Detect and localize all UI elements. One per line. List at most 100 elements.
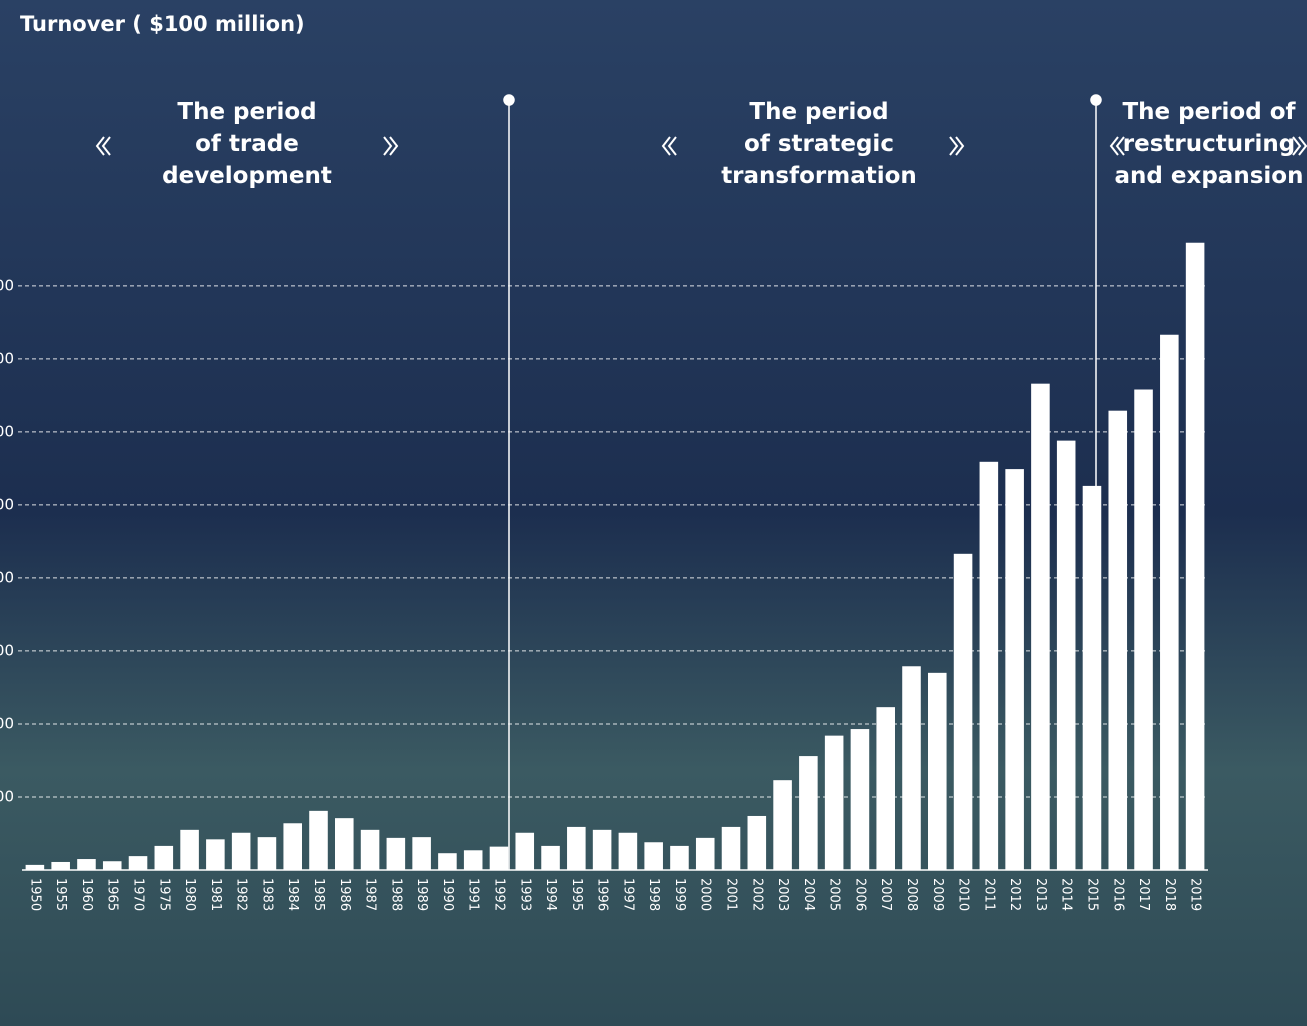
bar xyxy=(1005,469,1024,870)
x-tick-label: 2009 xyxy=(930,878,945,911)
x-tick-label: 2017 xyxy=(1136,878,1151,911)
bar xyxy=(850,729,870,870)
x-tick-label: 1997 xyxy=(620,878,635,911)
period-label: The period of strategic transformation xyxy=(721,99,917,189)
divider-dot xyxy=(1090,94,1102,106)
bar xyxy=(541,845,560,870)
x-tick-label: 2005 xyxy=(827,878,842,911)
period-label-line: The period of xyxy=(1122,99,1296,125)
bar xyxy=(1134,389,1153,870)
y-tick-label: 400 xyxy=(0,568,14,586)
bar xyxy=(670,845,689,870)
x-tick-label: 1985 xyxy=(311,878,326,911)
bar xyxy=(283,823,302,870)
bar xyxy=(876,707,895,870)
bar xyxy=(1108,410,1128,870)
period-label-line: of trade xyxy=(195,131,299,157)
x-tick-label: 1950 xyxy=(27,878,42,911)
period-label-line: of strategic xyxy=(744,131,894,157)
y-tick-label: 200 xyxy=(0,714,14,732)
period-label-line: The period xyxy=(749,99,888,125)
bar xyxy=(618,832,638,870)
chart-title: Turnover ( $100 million) xyxy=(20,12,305,36)
bar xyxy=(567,826,586,870)
bar xyxy=(257,837,277,870)
x-tick-label: 1991 xyxy=(466,878,481,911)
x-tick-label: 1982 xyxy=(234,878,249,911)
x-tick-label: 2014 xyxy=(1059,878,1074,911)
x-tick-label: 2018 xyxy=(1162,878,1177,911)
bar xyxy=(360,829,380,870)
bar xyxy=(592,829,612,870)
x-tick-label: 1965 xyxy=(105,878,120,911)
x-tick-label: 1990 xyxy=(440,878,455,911)
x-tick-label: 2002 xyxy=(749,878,764,911)
x-tick-label: 1992 xyxy=(491,878,506,911)
period-label-line: development xyxy=(162,163,332,189)
x-tick-label: 1989 xyxy=(414,878,429,911)
x-tick-label: 2019 xyxy=(1188,878,1203,911)
x-tick-label: 1999 xyxy=(672,878,687,911)
x-tick-label: 2000 xyxy=(698,878,713,911)
bar xyxy=(721,826,741,870)
x-tick-label: 1994 xyxy=(543,878,558,911)
bar xyxy=(412,837,431,870)
x-tick-label: 2012 xyxy=(1007,878,1022,911)
x-tick-label: 2008 xyxy=(904,878,919,911)
y-tick-label: 100 xyxy=(0,787,14,805)
x-tick-label: 2001 xyxy=(724,878,739,911)
bar xyxy=(515,832,535,870)
bar xyxy=(180,829,199,870)
chevron-right xyxy=(1292,136,1307,156)
x-tick-label: 1986 xyxy=(337,878,352,911)
x-tick-label: 2015 xyxy=(1084,878,1099,911)
x-tick-label: 2010 xyxy=(956,878,971,911)
period-label: The period of trade development xyxy=(162,99,332,189)
bar xyxy=(335,818,354,870)
x-tick-label: 1975 xyxy=(156,878,171,911)
bar xyxy=(773,780,792,870)
x-tick-label: 1987 xyxy=(363,878,378,911)
period-label: The period of restructuring and expansion xyxy=(1115,99,1304,189)
bar xyxy=(902,666,921,870)
x-tick-label: 1960 xyxy=(79,878,94,911)
y-tick-label: 500 xyxy=(0,495,14,513)
chevron-left xyxy=(661,136,677,156)
x-tick-label: 1970 xyxy=(131,878,146,911)
bar xyxy=(128,856,148,870)
x-tick-label: 2003 xyxy=(775,878,790,911)
x-tick-label: 2004 xyxy=(801,878,816,911)
bar xyxy=(386,837,406,870)
chevron-left xyxy=(95,136,111,156)
divider-dot xyxy=(503,94,515,106)
x-tick-label: 1993 xyxy=(517,878,532,911)
chevron-left xyxy=(1109,136,1125,156)
bar xyxy=(928,672,947,870)
period-label-line: restructuring xyxy=(1123,131,1295,157)
x-tick-label: 1995 xyxy=(569,878,584,911)
bar xyxy=(644,842,663,870)
x-tick-label: 2006 xyxy=(852,878,867,911)
chevron-right xyxy=(383,136,399,156)
bar xyxy=(747,815,767,870)
bar xyxy=(1185,242,1205,871)
x-tick-label: 1980 xyxy=(182,878,197,911)
y-tick-label: 300 xyxy=(0,641,14,659)
x-tick-label: 1955 xyxy=(53,878,68,911)
bar xyxy=(102,861,122,870)
bar xyxy=(1160,334,1179,871)
y-tick-label: 700 xyxy=(0,349,14,367)
bar xyxy=(309,810,328,870)
bar xyxy=(25,864,45,870)
x-tick-label: 1988 xyxy=(388,878,403,911)
y-tick-label: 800 xyxy=(0,276,14,294)
bar xyxy=(1056,440,1076,870)
bar xyxy=(1031,383,1050,870)
bar xyxy=(206,839,225,870)
bar xyxy=(231,832,251,870)
x-tick-label: 1981 xyxy=(208,878,223,911)
bar xyxy=(489,846,509,870)
bar xyxy=(953,553,973,870)
bar xyxy=(695,837,715,870)
x-tick-label: 1983 xyxy=(259,878,274,911)
